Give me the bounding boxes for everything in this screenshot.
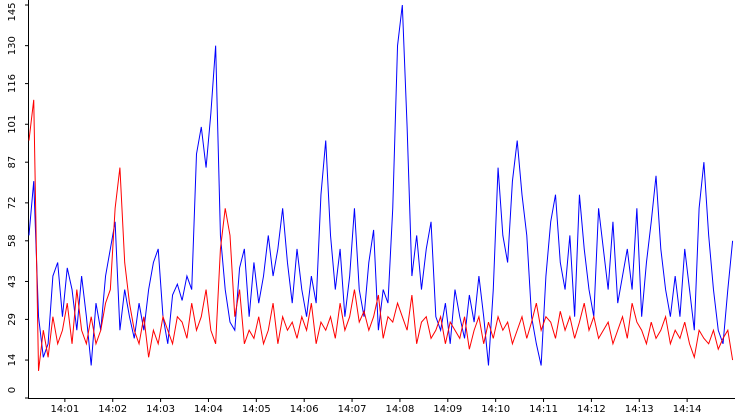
x-tick-label: 14:07 — [338, 404, 367, 415]
data-line — [28, 4, 734, 366]
y-tick-label: 130 — [7, 36, 18, 55]
x-tick-label: 14:14 — [673, 404, 702, 415]
x-tick-label: 14:10 — [481, 404, 510, 415]
data-line — [28, 99, 734, 371]
x-tick-label: 14:13 — [625, 404, 654, 415]
y-tick-label: 145 — [7, 2, 18, 21]
y-tick-label: 116 — [7, 74, 18, 93]
x-tick-label: 14:03 — [146, 404, 175, 415]
x-tick-label: 14:04 — [194, 404, 223, 415]
y-tick-label: 0 — [7, 387, 18, 393]
x-tick-label: 14:09 — [433, 404, 462, 415]
y-tick-label: 87 — [7, 156, 18, 169]
x-tick-label: 14:12 — [577, 404, 606, 415]
x-tick-label: 14:08 — [386, 404, 415, 415]
y-tick-label: 72 — [7, 196, 18, 209]
x-tick-label: 14:02 — [98, 404, 127, 415]
x-tick-label: 14:05 — [242, 404, 271, 415]
y-tick-label: 101 — [7, 115, 18, 134]
y-tick-label: 29 — [7, 313, 18, 326]
y-tick-label: 43 — [7, 275, 18, 288]
x-tick-label: 14:01 — [50, 404, 79, 415]
x-tick-label: 14:06 — [290, 404, 319, 415]
y-tick-label: 58 — [7, 234, 18, 247]
y-tick-label: 14 — [7, 354, 18, 367]
x-tick-label: 14:11 — [529, 404, 558, 415]
